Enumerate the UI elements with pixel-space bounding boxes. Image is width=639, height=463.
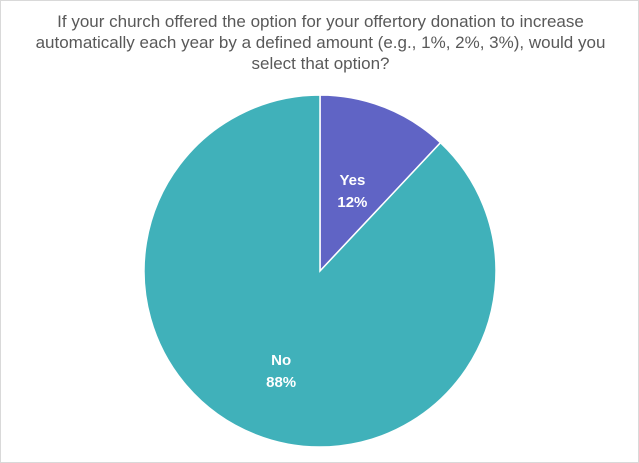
pie-slice-no: [143, 94, 497, 448]
slice-category-label-no: No: [271, 352, 291, 369]
slice-category-label-yes: Yes: [339, 172, 365, 189]
chart-title: If your church offered the option for yo…: [35, 12, 606, 73]
pie-slice-yes: [319, 94, 442, 273]
slice-value-label-yes: 12%: [337, 194, 367, 211]
slice-value-label-no: 88%: [266, 374, 296, 391]
